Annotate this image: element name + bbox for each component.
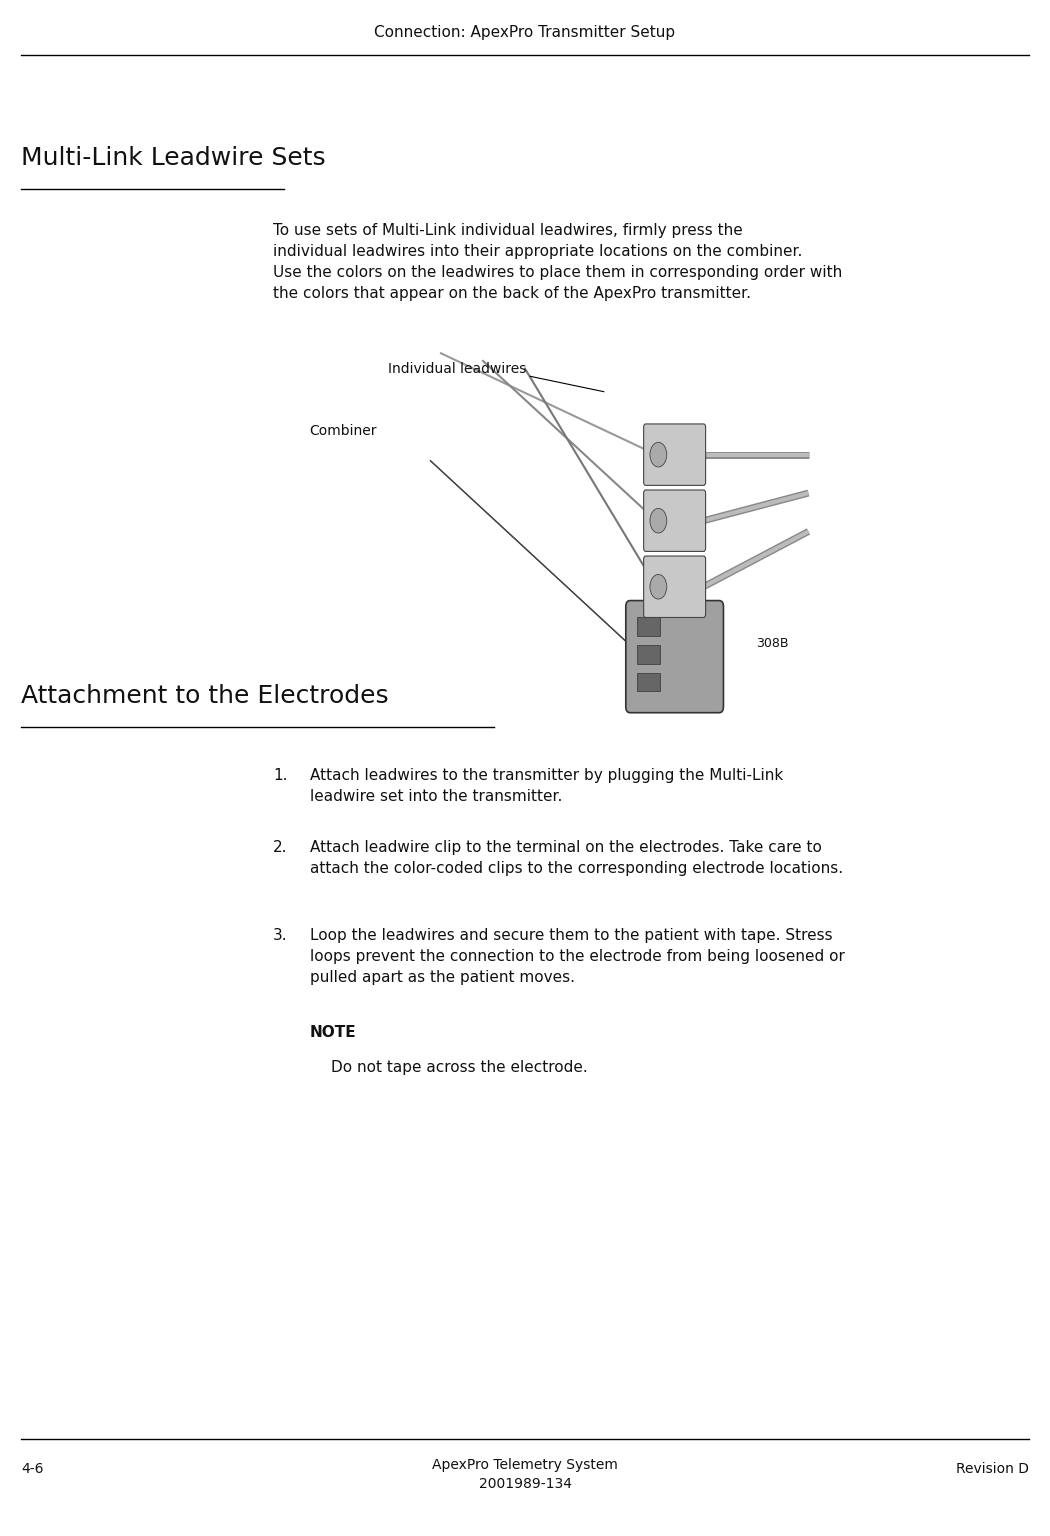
Text: Attachment to the Electrodes: Attachment to the Electrodes [21,684,388,708]
Circle shape [650,508,667,533]
FancyBboxPatch shape [644,424,706,485]
FancyBboxPatch shape [644,556,706,617]
Text: Attach leadwire clip to the terminal on the electrodes. Take care to
attach the : Attach leadwire clip to the terminal on … [310,840,843,876]
Text: 1.: 1. [273,768,288,783]
Text: 3.: 3. [273,928,288,943]
Text: 2.: 2. [273,840,288,856]
Circle shape [650,442,667,467]
Circle shape [650,574,667,599]
Text: Revision D: Revision D [956,1462,1029,1476]
Text: Connection: ApexPro Transmitter Setup: Connection: ApexPro Transmitter Setup [375,25,675,40]
Text: Individual leadwires: Individual leadwires [388,362,527,376]
Text: To use sets of Multi-Link individual leadwires, firmly press the
individual lead: To use sets of Multi-Link individual lea… [273,223,842,301]
Text: ApexPro Telemetry System
2001989-134: ApexPro Telemetry System 2001989-134 [432,1458,618,1491]
Text: 4-6: 4-6 [21,1462,43,1476]
Text: Do not tape across the electrode.: Do not tape across the electrode. [331,1060,588,1075]
Bar [637,617,660,636]
Text: Loop the leadwires and secure them to the patient with tape. Stress
loops preven: Loop the leadwires and secure them to th… [310,928,844,985]
FancyBboxPatch shape [644,490,706,551]
Text: Combiner: Combiner [310,424,377,438]
Text: Multi-Link Leadwire Sets: Multi-Link Leadwire Sets [21,146,326,170]
Bar [637,645,660,664]
Bar [637,673,660,691]
Text: 308B: 308B [756,637,789,650]
Text: Attach leadwires to the transmitter by plugging the Multi-Link
leadwire set into: Attach leadwires to the transmitter by p… [310,768,783,803]
FancyBboxPatch shape [626,601,723,713]
Text: NOTE: NOTE [310,1025,356,1040]
